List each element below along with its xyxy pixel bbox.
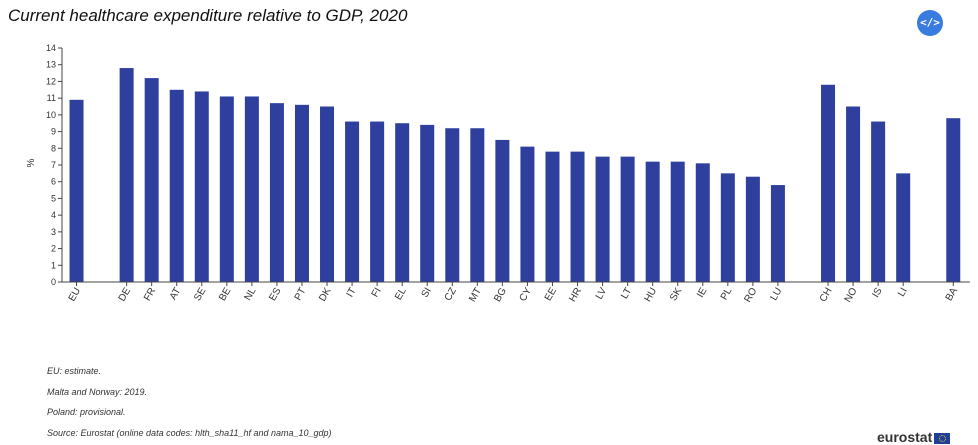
- y-tick-label: 12: [46, 76, 56, 86]
- bar-ie[interactable]: [695, 163, 710, 282]
- bar-bg[interactable]: [495, 139, 510, 282]
- bar-ba[interactable]: [946, 118, 961, 282]
- footnote-malta-norway: Malta and Norway: 2019.: [47, 387, 148, 397]
- bar-hr[interactable]: [570, 151, 585, 282]
- x-tick-label-se: SE: [192, 286, 208, 303]
- bar-se[interactable]: [194, 91, 209, 282]
- y-tick-label: 6: [51, 177, 56, 187]
- x-tick-label-dk: DK: [317, 286, 334, 304]
- bar-nl[interactable]: [244, 96, 259, 282]
- y-tick-label: 8: [51, 143, 56, 153]
- eu-flag-icon: [934, 432, 951, 444]
- bar-ro[interactable]: [745, 176, 760, 282]
- y-tick-label: 9: [51, 127, 56, 137]
- bar-cy[interactable]: [520, 146, 535, 282]
- x-tick-label-bg: BG: [492, 286, 509, 304]
- x-tick-label-fr: FR: [142, 286, 158, 303]
- x-tick-label-is: IS: [870, 286, 884, 300]
- bar-si[interactable]: [420, 124, 435, 282]
- bar-hu[interactable]: [645, 161, 660, 282]
- bar-mt[interactable]: [470, 128, 485, 282]
- bar-fr[interactable]: [144, 78, 159, 282]
- x-tick-label-es: ES: [267, 286, 283, 303]
- x-tick-label-ro: RO: [742, 286, 759, 305]
- bar-pt[interactable]: [294, 104, 309, 282]
- x-tick-label-pt: PT: [293, 286, 309, 303]
- x-tick-label-cz: CZ: [443, 286, 459, 303]
- x-tick-label-de: DE: [117, 286, 134, 304]
- bars-group: [69, 68, 961, 283]
- bar-li[interactable]: [896, 173, 911, 282]
- y-tick-label: 5: [51, 193, 56, 203]
- bar-lv[interactable]: [595, 156, 610, 282]
- x-tick-label-ba: BA: [944, 286, 960, 303]
- y-tick-label: 1: [51, 260, 56, 270]
- x-tick-label-lt: LT: [619, 286, 634, 301]
- embed-code-button[interactable]: </>: [917, 10, 943, 36]
- footnote-poland: Poland: provisional.: [47, 407, 126, 417]
- x-tick-label-at: AT: [168, 286, 184, 302]
- x-tick-label-lv: LV: [594, 286, 609, 302]
- x-tick-label-li: LI: [896, 286, 910, 299]
- y-tick-label: 0: [51, 277, 56, 287]
- bar-fi[interactable]: [370, 121, 385, 283]
- x-tick-label-ie: IE: [695, 286, 709, 300]
- bar-es[interactable]: [269, 103, 284, 283]
- y-tick-label: 10: [46, 110, 56, 120]
- y-tick-label: 4: [51, 210, 56, 220]
- x-tick-label-hu: HU: [643, 286, 660, 304]
- x-tick-label-ch: CH: [818, 286, 835, 304]
- bar-pl[interactable]: [720, 173, 735, 282]
- y-tick-label: 7: [51, 160, 56, 170]
- x-tick-label-cy: CY: [518, 286, 535, 304]
- bar-cz[interactable]: [445, 128, 460, 282]
- y-tick-label: 2: [51, 244, 56, 254]
- bar-de[interactable]: [119, 68, 134, 282]
- x-tick-label-si: SI: [420, 286, 434, 300]
- footnote-eu: EU: estimate.: [47, 366, 102, 376]
- bar-el[interactable]: [395, 123, 410, 282]
- bar-at[interactable]: [169, 89, 184, 283]
- bar-lu[interactable]: [770, 185, 785, 282]
- y-tick-label: 14: [46, 43, 56, 53]
- x-tick-label-lu: LU: [769, 286, 785, 303]
- footnote-source: Source: Eurostat (online data codes: hlt…: [47, 428, 332, 438]
- x-tick-label-eu: EU: [67, 286, 83, 304]
- bar-ee[interactable]: [545, 151, 560, 282]
- y-tick-label: 11: [47, 93, 56, 103]
- x-tick-label-mt: MT: [467, 286, 484, 304]
- x-tick-label-ee: EE: [543, 286, 559, 303]
- bar-eu[interactable]: [69, 99, 84, 282]
- bar-dk[interactable]: [320, 106, 335, 283]
- bar-it[interactable]: [345, 121, 360, 283]
- y-tick-label: 13: [46, 60, 56, 70]
- y-tick-label: 3: [51, 227, 56, 237]
- x-tick-label-pl: PL: [719, 286, 735, 302]
- bar-is[interactable]: [871, 121, 886, 283]
- x-tick-label-no: NO: [843, 286, 860, 305]
- x-tick-label-hr: HR: [567, 286, 584, 304]
- chart-title: Current healthcare expenditure relative …: [8, 6, 408, 25]
- bar-be[interactable]: [219, 96, 234, 282]
- bar-no[interactable]: [846, 106, 861, 283]
- bar-ch[interactable]: [821, 84, 836, 283]
- x-tick-label-sk: SK: [668, 286, 684, 303]
- eurostat-logo-text: eurostat: [877, 429, 933, 445]
- x-tick-label-nl: NL: [243, 286, 259, 303]
- x-axis: EU DE FR AT SE BE NL ES PT DK IT FI EL SI CZ MT BG CY EE HR…: [62, 281, 970, 305]
- bar-lt[interactable]: [620, 156, 635, 282]
- x-tick-label-it: IT: [345, 286, 359, 299]
- x-tick-label-fi: FI: [370, 286, 384, 299]
- eurostat-logo: eurostat: [877, 429, 951, 445]
- x-tick-label-be: BE: [217, 286, 233, 303]
- x-tick-label-el: EL: [393, 286, 409, 302]
- bar-sk[interactable]: [670, 161, 685, 282]
- y-axis-label: %: [26, 158, 37, 167]
